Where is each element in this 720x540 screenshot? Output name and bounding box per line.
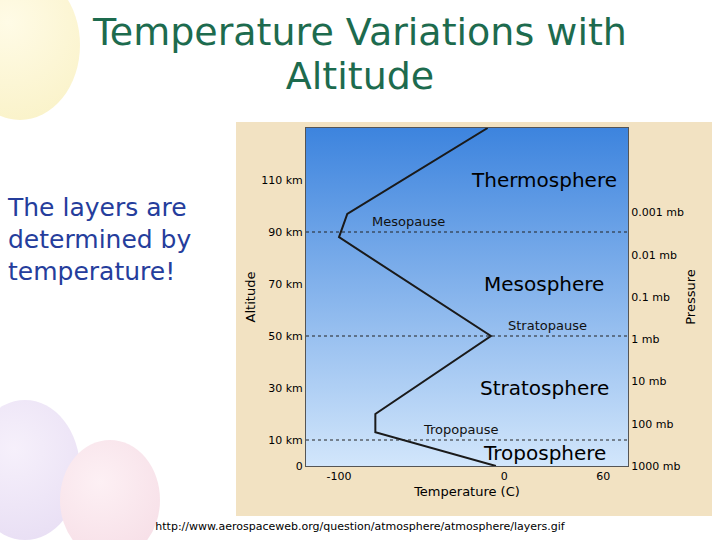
svg-text:100 mb: 100 mb (631, 418, 673, 431)
svg-text:1 mb: 1 mb (631, 333, 659, 346)
svg-text:70 km: 70 km (268, 278, 303, 291)
svg-text:60: 60 (596, 470, 610, 483)
html-text:The layers are determined by t: The layers are determined by temperature… (8, 193, 192, 286)
svg-text:90 km: 90 km (268, 226, 303, 239)
html-text:http://www.aerospaceweb.org/qu: http://www.aerospaceweb.org/question/atm… (155, 520, 565, 533)
html-text:Temperature Variations with Al: Temperature Variations with Altitude (93, 10, 627, 98)
svg-text:30 km: 30 km (268, 382, 303, 395)
svg-text:Altitude: Altitude (243, 272, 258, 323)
svg-text:0.001 mb: 0.001 mb (631, 206, 684, 219)
svg-text:0: 0 (501, 470, 508, 483)
svg-text:Thermosphere: Thermosphere (471, 168, 617, 192)
svg-text:Tropopause: Tropopause (423, 422, 498, 437)
svg-text:Stratopause: Stratopause (508, 318, 587, 333)
svg-text:Mesopause: Mesopause (372, 214, 445, 229)
svg-text:50 km: 50 km (268, 330, 303, 343)
svg-text:110 km: 110 km (261, 174, 303, 187)
svg-text:10 km: 10 km (268, 434, 303, 447)
svg-text:Pressure: Pressure (683, 269, 698, 325)
svg-text:Temperature (C): Temperature (C) (413, 484, 520, 499)
svg-text:0: 0 (296, 460, 303, 473)
svg-text:0.01 mb: 0.01 mb (631, 249, 677, 262)
svg-text:Mesosphere: Mesosphere (484, 272, 604, 296)
svg-text:1000 mb: 1000 mb (631, 460, 680, 473)
svg-text:-100: -100 (327, 470, 352, 483)
svg-text:10 mb: 10 mb (631, 375, 666, 388)
svg-text:Troposphere: Troposphere (483, 441, 606, 465)
svg-text:Stratosphere: Stratosphere (480, 376, 609, 400)
svg-text:0.1 mb: 0.1 mb (631, 291, 670, 304)
